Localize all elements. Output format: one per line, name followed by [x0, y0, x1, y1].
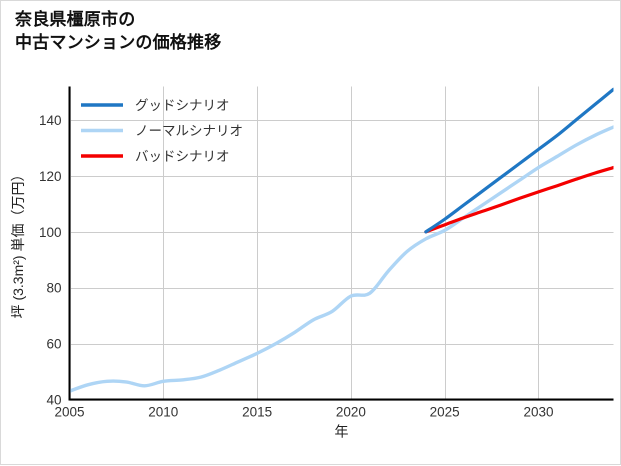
- x-tick-label: 2025: [430, 405, 460, 420]
- legend-label: ノーマルシナリオ: [135, 124, 243, 139]
- chart-title: 奈良県橿原市の 中古マンションの価格推移: [15, 10, 222, 52]
- x-tick-label: 2010: [148, 405, 178, 420]
- x-tick-label: 2005: [54, 405, 84, 420]
- x-tick-label: 2015: [242, 405, 272, 420]
- gridlines-group: [69, 86, 614, 401]
- legend-label: バッドシナリオ: [135, 149, 230, 164]
- y-tick-label: 120: [39, 169, 62, 184]
- x-tick-label: 2020: [336, 405, 366, 420]
- y-tick-label: 140: [39, 113, 62, 128]
- series-line-normal: [69, 125, 614, 393]
- axis-titles: 年 坪 (3.3m²) 単価（万円）: [10, 168, 349, 440]
- x-tick-label: 2030: [523, 405, 553, 420]
- series-group: [69, 87, 614, 393]
- y-tick-label: 60: [46, 337, 61, 352]
- series-line-bad: [424, 165, 614, 234]
- y-axis-title: 坪 (3.3m²) 単価（万円）: [10, 168, 26, 319]
- axis-spines: [68, 86, 614, 401]
- y-tick-label: 80: [46, 281, 61, 296]
- x-tick-labels: 2005 2010 2015 2020 2025 2030: [54, 405, 553, 420]
- y-tick-labels: 40 60 80 100 120 140: [39, 113, 62, 407]
- y-tick-label: 40: [46, 393, 61, 408]
- series-line-good: [424, 87, 614, 234]
- legend-label: グッドシナリオ: [135, 98, 230, 113]
- x-axis-title: 年: [335, 424, 349, 440]
- y-tick-label: 100: [39, 225, 62, 240]
